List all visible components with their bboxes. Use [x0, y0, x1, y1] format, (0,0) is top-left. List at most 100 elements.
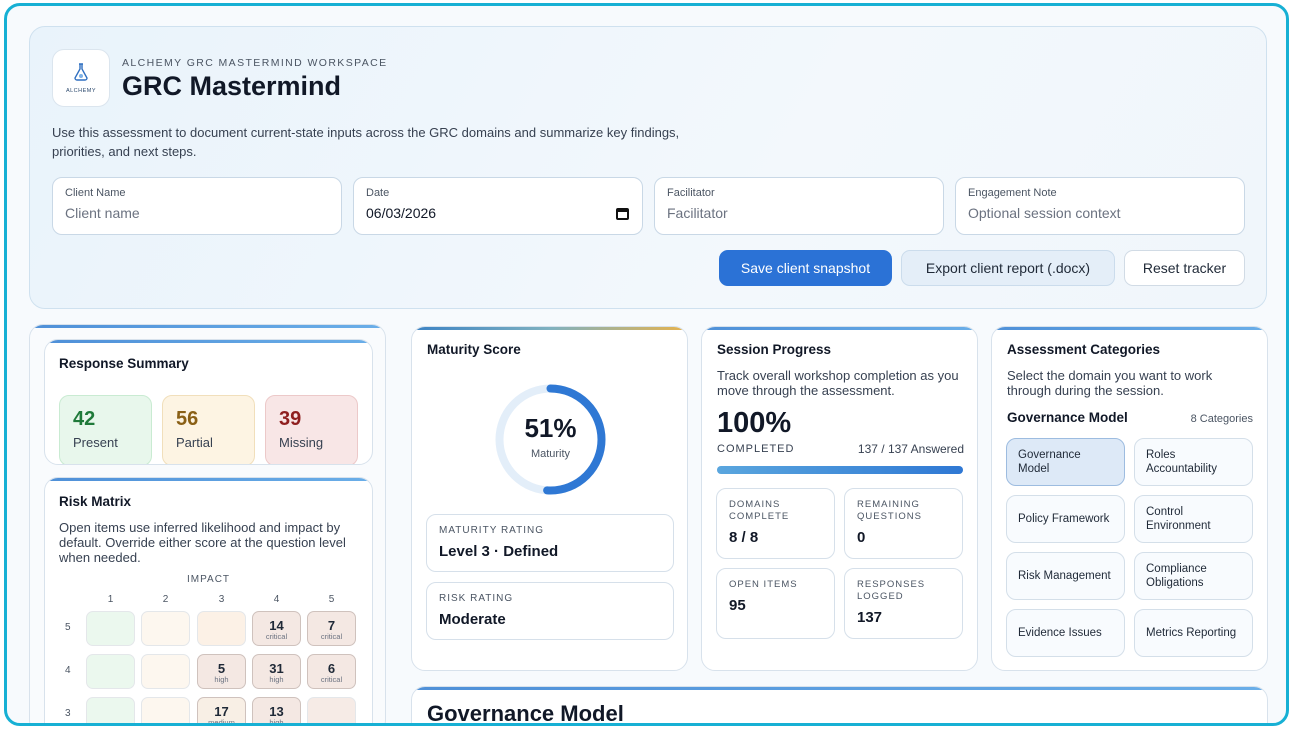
risk-matrix-title: Risk Matrix [59, 494, 132, 509]
response-summary-card: Response Summary 42 Present 56 Partial 3… [44, 339, 373, 465]
section-title: Governance Model [427, 701, 624, 726]
risk-matrix-cell[interactable]: 7 critical [307, 611, 356, 646]
workspace-eyebrow: ALCHEMY GRC MASTERMIND WORKSPACE [122, 57, 388, 69]
risk-cell-severity: medium [208, 718, 235, 726]
export-report-button[interactable]: Export client report (.docx) [901, 250, 1115, 286]
risk-matrix-cell[interactable] [141, 611, 190, 646]
answered-count: 137 / 137 Answered [857, 442, 964, 456]
risk-cell-severity: critical [320, 675, 343, 684]
alchemy-logo: ALCHEMY [52, 49, 110, 107]
category-governance-model[interactable]: Governance Model [1006, 438, 1125, 486]
risk-matrix-cell[interactable]: 6 critical [307, 654, 356, 689]
risk-cell-count: 5 [217, 661, 226, 676]
risk-matrix-cell[interactable] [141, 697, 190, 723]
reset-tracker-button[interactable]: Reset tracker [1124, 250, 1245, 286]
engagement-note-field[interactable]: Engagement Note Optional session context [955, 177, 1245, 235]
page-title: GRC Mastermind [122, 71, 342, 101]
impact-axis-label: IMPACT [187, 574, 231, 585]
missing-label: Missing [279, 435, 324, 450]
page-description: Use this assessment to document current-… [52, 125, 680, 159]
risk-rating-box: RISK RATING Moderate [426, 582, 674, 640]
session-progress-card: Session Progress Track overall workshop … [701, 326, 978, 671]
date-label: Date [366, 187, 390, 199]
facilitator-field[interactable]: Facilitator Facilitator [654, 177, 944, 235]
risk-rating-value: Moderate [439, 611, 506, 628]
risk-matrix-cell[interactable]: 5 high [197, 654, 246, 689]
remaining-questions-box: REMAINING QUESTIONS 0 [844, 488, 963, 559]
risk-matrix-cell[interactable] [197, 611, 246, 646]
risk-cell-count: 13 [269, 704, 284, 719]
facilitator-input[interactable]: Facilitator [667, 205, 728, 221]
risk-matrix-cell[interactable] [86, 611, 135, 646]
domains-complete-label: DOMAINS COMPLETE [729, 499, 790, 522]
domains-complete-box: DOMAINS COMPLETE 8 / 8 [716, 488, 835, 559]
risk-cell-severity: high [269, 718, 284, 726]
category-metrics-reporting[interactable]: Metrics Reporting [1134, 609, 1253, 657]
risk-matrix-cell[interactable] [86, 654, 135, 689]
remaining-questions-value: 0 [857, 529, 866, 546]
flask-icon [73, 62, 89, 85]
risk-cell-count: 6 [327, 661, 336, 676]
assessment-categories-description: Select the domain you want to work throu… [1007, 368, 1213, 398]
partial-count: 56 [176, 408, 199, 430]
workspace-header: ALCHEMY ALCHEMY GRC MASTERMIND WORKSPACE… [29, 26, 1267, 309]
category-compliance-obligations[interactable]: Compliance Obligations [1134, 552, 1253, 600]
likelihood-row-label: 3 [65, 708, 71, 719]
category-evidence-issues[interactable]: Evidence Issues [1006, 609, 1125, 657]
date-field[interactable]: Date 06/03/2026 [353, 177, 643, 235]
risk-cell-count: 17 [214, 704, 229, 719]
session-progress-description: Track overall workshop completion as you… [717, 368, 959, 398]
open-items-box: OPEN ITEMS 95 [716, 568, 835, 639]
risk-matrix-cell[interactable]: 31 high [252, 654, 301, 689]
governance-section-card: Governance Model [411, 686, 1268, 726]
current-category-heading: Governance Model [1007, 410, 1128, 425]
save-snapshot-button[interactable]: Save client snapshot [719, 250, 892, 286]
session-progress-bar [717, 466, 963, 474]
risk-cell-count: 31 [269, 661, 284, 676]
risk-matrix-cell[interactable]: 13 high [252, 697, 301, 726]
category-policy-framework[interactable]: Policy Framework [1006, 495, 1125, 543]
partial-stat: 56 Partial [162, 395, 255, 464]
risk-cell-count: 7 [327, 618, 336, 633]
category-count: 8 Categories [1190, 413, 1253, 425]
maturity-gauge [495, 384, 606, 495]
maturity-rating-label: MATURITY RATING [439, 525, 544, 536]
open-items-value: 95 [729, 597, 746, 614]
maturity-score-card: Maturity Score 51% Maturity MATURITY RAT… [411, 326, 688, 671]
risk-matrix-cell[interactable]: 17 medium [197, 697, 246, 726]
remaining-questions-label: REMAINING QUESTIONS [857, 499, 922, 522]
risk-cell-severity: critical [320, 632, 343, 641]
app-frame: ALCHEMY ALCHEMY GRC MASTERMIND WORKSPACE… [4, 3, 1289, 726]
partial-label: Partial [176, 435, 213, 450]
facilitator-label: Facilitator [667, 187, 715, 199]
impact-col-label: 1 [107, 594, 114, 605]
responses-logged-box: RESPONSES LOGGED 137 [844, 568, 963, 639]
engagement-note-label: Engagement Note [968, 187, 1057, 199]
left-column: Response Summary 42 Present 56 Partial 3… [29, 324, 386, 726]
gauge-fill [495, 384, 606, 495]
risk-matrix-cell[interactable] [307, 697, 356, 723]
risk-matrix-cell[interactable]: 14 critical [252, 611, 301, 646]
client-name-input[interactable]: Client name [65, 205, 140, 221]
maturity-score-title: Maturity Score [427, 342, 521, 357]
client-name-field[interactable]: Client Name Client name [52, 177, 342, 235]
maturity-rating-value: Level 3 · Defined [439, 543, 559, 560]
assessment-categories-card: Assessment Categories Select the domain … [991, 326, 1268, 671]
completed-label: COMPLETED [717, 443, 795, 455]
risk-matrix-cell[interactable] [86, 697, 135, 723]
date-input[interactable]: 06/03/2026 [366, 205, 437, 221]
calendar-icon[interactable] [616, 208, 629, 220]
likelihood-row-label: 5 [65, 622, 71, 633]
category-risk-management[interactable]: Risk Management [1006, 552, 1125, 600]
impact-col-label: 5 [328, 594, 335, 605]
category-roles-accountability[interactable]: Roles Accountability [1134, 438, 1253, 486]
responses-logged-label: RESPONSES LOGGED [857, 579, 926, 602]
risk-cell-severity: high [269, 675, 284, 684]
impact-col-label: 2 [162, 594, 169, 605]
engagement-note-input[interactable]: Optional session context [968, 205, 1121, 221]
risk-matrix-cell[interactable] [141, 654, 190, 689]
risk-matrix-description: Open items use inferred likelihood and i… [59, 520, 346, 565]
category-control-environment[interactable]: Control Environment [1134, 495, 1253, 543]
session-percent: 100% [717, 407, 792, 439]
risk-cell-severity: critical [265, 632, 288, 641]
